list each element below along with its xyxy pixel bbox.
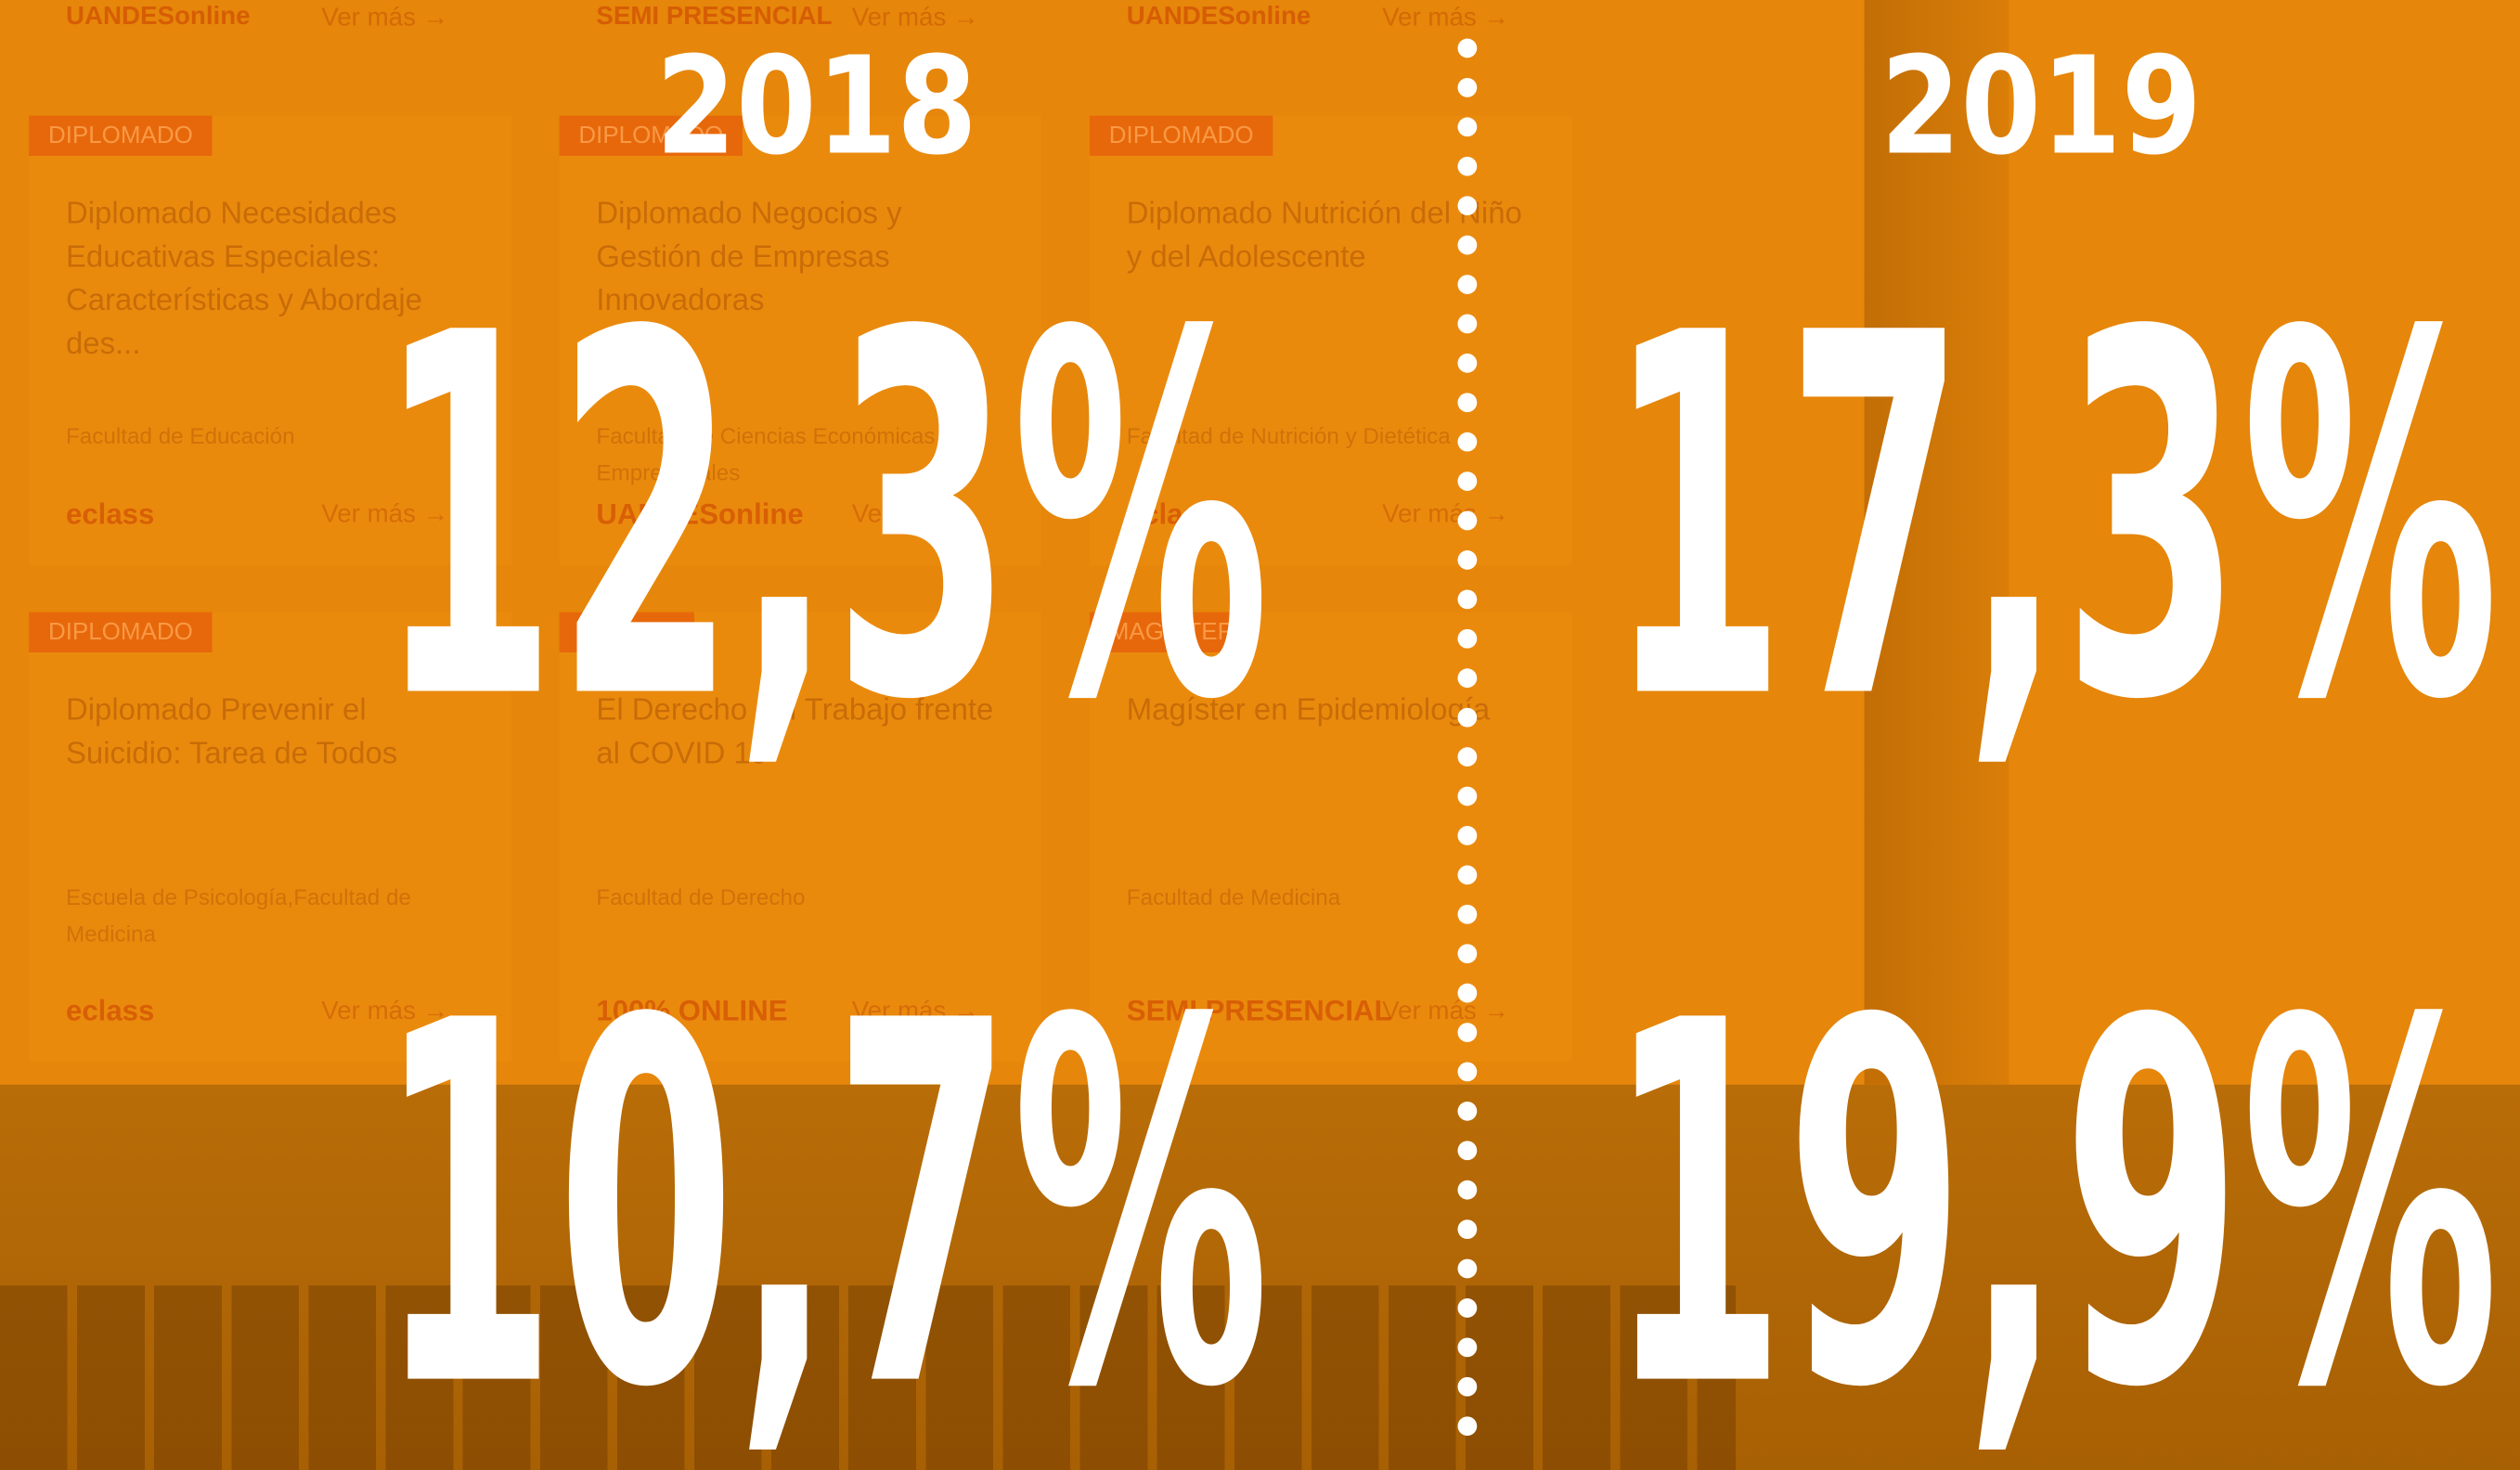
divider-dot	[1457, 787, 1477, 806]
divider-dot	[1457, 865, 1477, 884]
divider-dot	[1457, 1377, 1477, 1397]
divider-dot	[1457, 393, 1477, 412]
divider-dot	[1457, 589, 1477, 609]
divider-dot	[1457, 1180, 1477, 1200]
divider-dot	[1457, 432, 1477, 452]
divider-dot	[1457, 275, 1477, 294]
divider-dot	[1457, 196, 1477, 215]
divider-dot	[1457, 157, 1477, 176]
divider-dot	[1457, 668, 1477, 688]
divider-dot	[1457, 1102, 1477, 1121]
big-percentage: 12,3%	[378, 229, 1270, 809]
divider-dot	[1457, 1219, 1477, 1239]
big-percentage: 19,9%	[1607, 917, 2499, 1470]
divider-dot	[1457, 236, 1477, 255]
divider-dot	[1457, 39, 1477, 58]
divider-dot	[1457, 78, 1477, 97]
big-percentage: 17,3%	[1607, 229, 2499, 809]
overlay: 2018 12,3% 10,7% 2019 17,3% 19,9%	[0, 0, 2520, 1470]
divider-dot	[1457, 117, 1477, 136]
divider-dot	[1457, 1023, 1477, 1042]
page: UANDESonlineVer más →SEMI PRESENCIALVer …	[0, 0, 2520, 1470]
divider-dot	[1457, 747, 1477, 767]
stage: UANDESonlineVer más →SEMI PRESENCIALVer …	[0, 0, 2520, 1470]
year-label: 2018	[655, 28, 976, 185]
divider-dot	[1457, 354, 1477, 373]
divider-dot	[1457, 944, 1477, 963]
divider-dot	[1457, 708, 1477, 728]
divider-dot	[1457, 471, 1477, 491]
year-label: 2019	[1880, 28, 2202, 185]
divider-dot	[1457, 1063, 1477, 1082]
divider-dot	[1457, 315, 1477, 334]
big-percentage: 10,7%	[378, 917, 1270, 1470]
divider-dot	[1457, 905, 1477, 924]
divider-dot	[1457, 1259, 1477, 1279]
divider-dot	[1457, 826, 1477, 845]
divider-dot	[1457, 984, 1477, 1003]
divider-dot	[1457, 550, 1477, 570]
divider-dot	[1457, 1416, 1477, 1436]
divider-dot	[1457, 511, 1477, 531]
divider-dot	[1457, 1298, 1477, 1318]
divider-dot	[1457, 629, 1477, 649]
divider-dot	[1457, 1141, 1477, 1160]
divider-dot	[1457, 1337, 1477, 1357]
